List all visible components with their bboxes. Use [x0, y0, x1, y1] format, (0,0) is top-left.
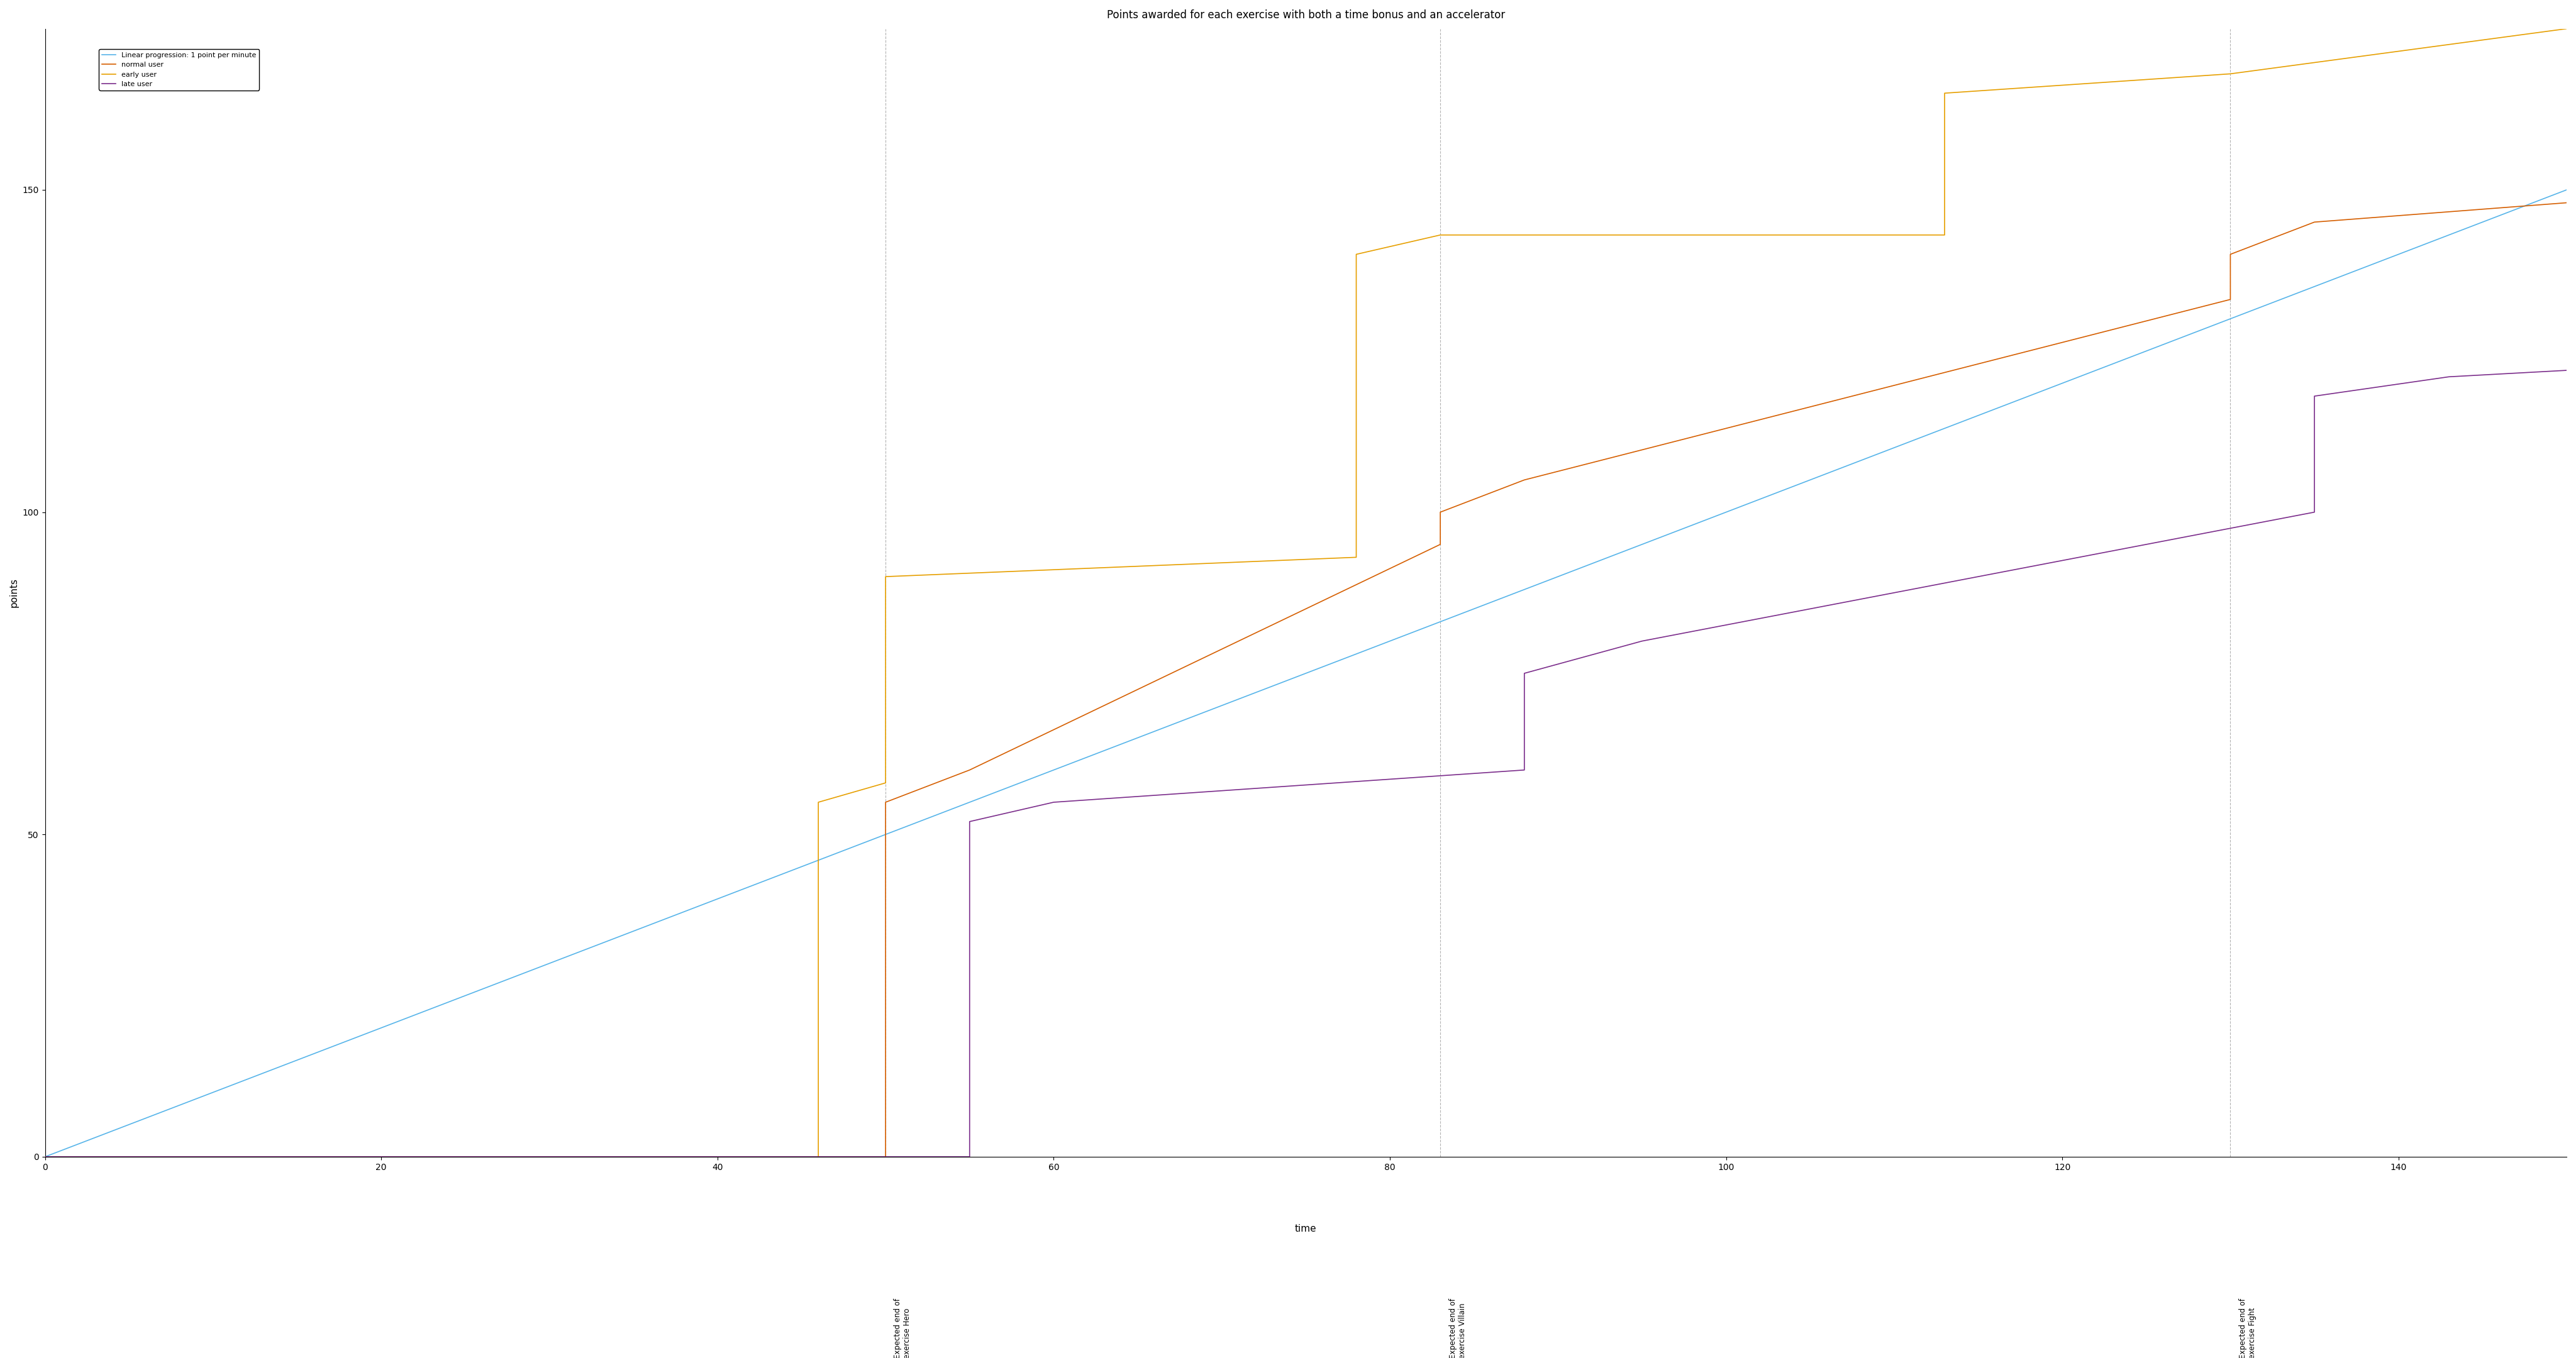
Title: Points awarded for each exercise with both a time bonus and an accelerator: Points awarded for each exercise with bo…: [1108, 10, 1504, 20]
Y-axis label: points: points: [10, 579, 18, 607]
Text: Expected end of
exercise Hero: Expected end of exercise Hero: [894, 1298, 912, 1358]
Text: Expected end of
exercise Villain: Expected end of exercise Villain: [1448, 1298, 1466, 1358]
X-axis label: time: time: [1296, 1224, 1316, 1233]
Text: Expected end of
exercise Fight: Expected end of exercise Fight: [2239, 1298, 2257, 1358]
Legend: Linear progression: 1 point per minute, normal user, early user, late user: Linear progression: 1 point per minute, …: [98, 49, 260, 91]
